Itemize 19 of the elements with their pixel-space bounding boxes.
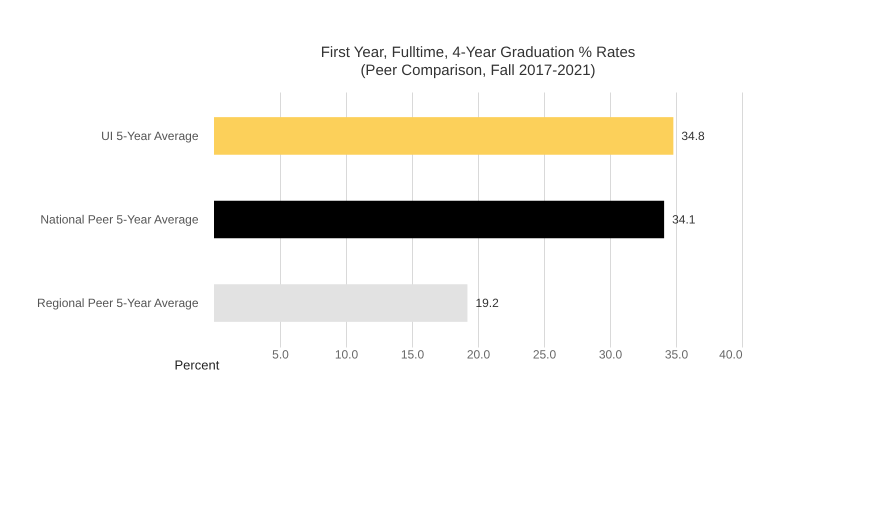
x-tick-label: 40.0 bbox=[719, 348, 743, 362]
x-tick-label: 10.0 bbox=[334, 348, 358, 362]
x-tick-label: 30.0 bbox=[598, 348, 622, 362]
y-tick-label: Regional Peer 5-Year Average bbox=[37, 296, 199, 310]
x-tick-label: 35.0 bbox=[664, 348, 688, 362]
x-tick-label: 25.0 bbox=[532, 348, 556, 362]
bar bbox=[214, 117, 674, 155]
data-label: 19.2 bbox=[475, 296, 500, 310]
x-axis-title: Percent bbox=[174, 358, 220, 372]
y-tick-label: National Peer 5-Year Average bbox=[40, 212, 199, 226]
y-tick-label: UI 5-Year Average bbox=[101, 128, 199, 143]
bar bbox=[214, 200, 664, 238]
data-label: 34.8 bbox=[681, 128, 706, 143]
x-tick-label: 5.0 bbox=[272, 348, 290, 362]
chart-title: First Year, Fulltime, 4-Year Graduation % Rates bbox=[320, 44, 636, 61]
chart-subtitle: (Peer Comparison, Fall 2017-2021) bbox=[360, 62, 596, 79]
data-label: 34.1 bbox=[672, 212, 696, 226]
x-tick-label: 15.0 bbox=[400, 348, 424, 362]
x-tick-label: 20.0 bbox=[466, 348, 490, 362]
